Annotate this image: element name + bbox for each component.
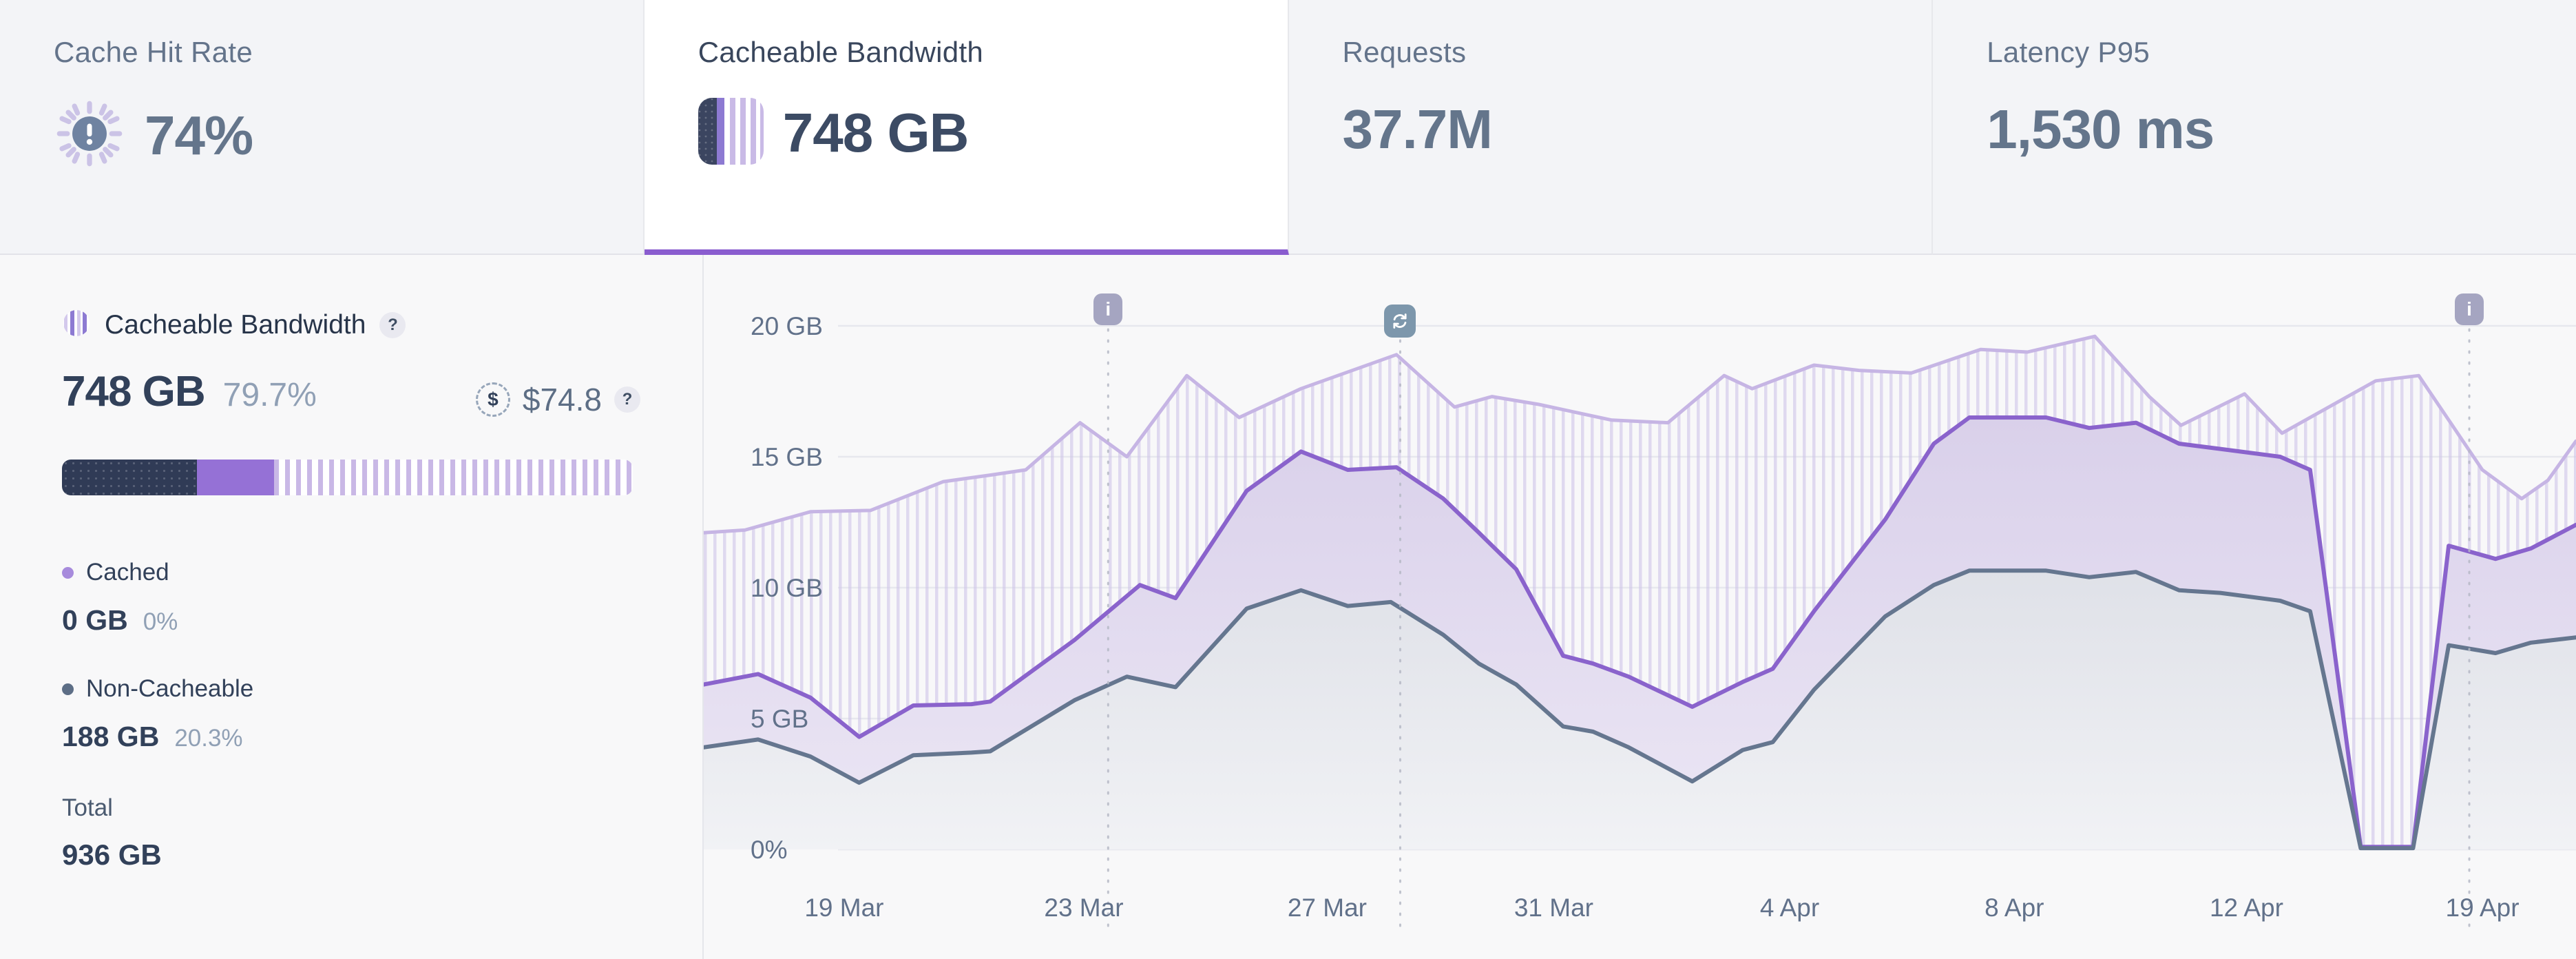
tab-value: 748 GB (782, 102, 970, 163)
tab-title: Cacheable Bandwidth (698, 36, 984, 68)
non-cacheable-line (704, 568, 2576, 851)
non-cacheable-dot-icon (62, 683, 74, 695)
tab-value: 37.7M (1342, 99, 1493, 160)
y-axis-label: 20 GB (751, 312, 823, 340)
non-cacheable-area (704, 570, 2576, 849)
cacheable-hatch-area (704, 336, 2576, 847)
bandwidth-progress-bar (62, 460, 633, 495)
refresh-annotation-icon[interactable] (1384, 305, 1416, 338)
cached-dot-icon (62, 566, 74, 579)
x-axis-label: 31 Mar (1514, 894, 1593, 922)
non-cacheable-value: 188 GB (62, 721, 160, 752)
cached-area (704, 417, 2576, 849)
bandwidth-chart: 20 GB 15 GB 10 GB 5 GB 0% 19 Mar 23 Mar 27 Mar 3… (704, 255, 2576, 959)
x-axis-label: 4 Apr (1760, 894, 1819, 922)
y-axis-label: 15 GB (751, 443, 823, 471)
info-annotation-icon[interactable]: i (2455, 293, 2484, 325)
striped-bar-icon (698, 98, 764, 168)
cached-percent: 0% (143, 608, 178, 635)
legend-cached: Cached (62, 559, 640, 586)
tab-value: 1,530 ms (1987, 99, 2214, 160)
bandwidth-chart-svg[interactable]: 20 GB 15 GB 10 GB 5 GB 0% 19 Mar 23 Mar 27 Mar 3… (704, 255, 2576, 959)
panel-percent: 79.7% (222, 377, 317, 413)
striped-circle-icon (62, 309, 91, 341)
tab-title: Latency P95 (1987, 36, 2150, 68)
bar-segment-non-cacheable (62, 460, 197, 495)
alert-sun-icon (54, 98, 125, 173)
metric-tabs: Cache Hit Rate (0, 0, 2576, 255)
bar-segment-cached (196, 460, 274, 495)
y-axis-label: 10 GB (751, 574, 823, 602)
help-icon[interactable]: ? (379, 311, 406, 338)
y-axis-label: 0% (751, 836, 787, 864)
x-axis-label: 23 Mar (1044, 894, 1123, 922)
stats-panel: Cacheable Bandwidth ? 748 GB 79.7% $ $74… (0, 255, 704, 959)
legend-label: Cached (86, 559, 169, 586)
x-axis-label: 27 Mar (1288, 894, 1367, 922)
tab-latency-p95[interactable]: Latency P95 1,530 ms (1933, 0, 2576, 255)
x-axis-label: 19 Apr (2446, 894, 2520, 922)
x-axis-label: 8 Apr (1985, 894, 2044, 922)
info-annotation-icon[interactable]: i (1093, 293, 1123, 325)
cached-line (704, 415, 2576, 849)
tab-title: Cache Hit Rate (54, 36, 253, 68)
panel-title: Cacheable Bandwidth (105, 309, 366, 340)
tab-value: 74% (145, 104, 253, 166)
panel-value: 748 GB (62, 368, 206, 415)
tab-cache-hit-rate[interactable]: Cache Hit Rate (0, 0, 645, 255)
legend-label: Non-Cacheable (86, 675, 254, 702)
tab-cacheable-bandwidth[interactable]: Cacheable Bandwidth (644, 0, 1289, 255)
non-cacheable-percent: 20.3% (174, 725, 243, 752)
cost-value: $74.8 (522, 382, 602, 417)
cacheable-line (704, 334, 2576, 535)
bar-segment-cacheable (273, 460, 633, 495)
cacheable-bandwidth-detail: Cacheable Bandwidth ? 748 GB 79.7% $ $74… (0, 255, 2576, 959)
cached-value: 0 GB (62, 604, 128, 636)
help-icon[interactable]: ? (614, 386, 640, 413)
cost-group: $ $74.8 ? (475, 381, 640, 418)
dollar-icon: $ (475, 382, 510, 417)
x-axis-label: 19 Mar (804, 894, 883, 922)
tab-title: Requests (1342, 36, 1467, 68)
y-axis-label: 5 GB (751, 705, 808, 733)
total-label: Total (62, 794, 113, 821)
total-value: 936 GB (62, 838, 162, 871)
tab-requests[interactable]: Requests 37.7M (1288, 0, 1934, 255)
x-axis-label: 12 Apr (2210, 894, 2283, 922)
legend-non-cacheable: Non-Cacheable (62, 675, 640, 703)
